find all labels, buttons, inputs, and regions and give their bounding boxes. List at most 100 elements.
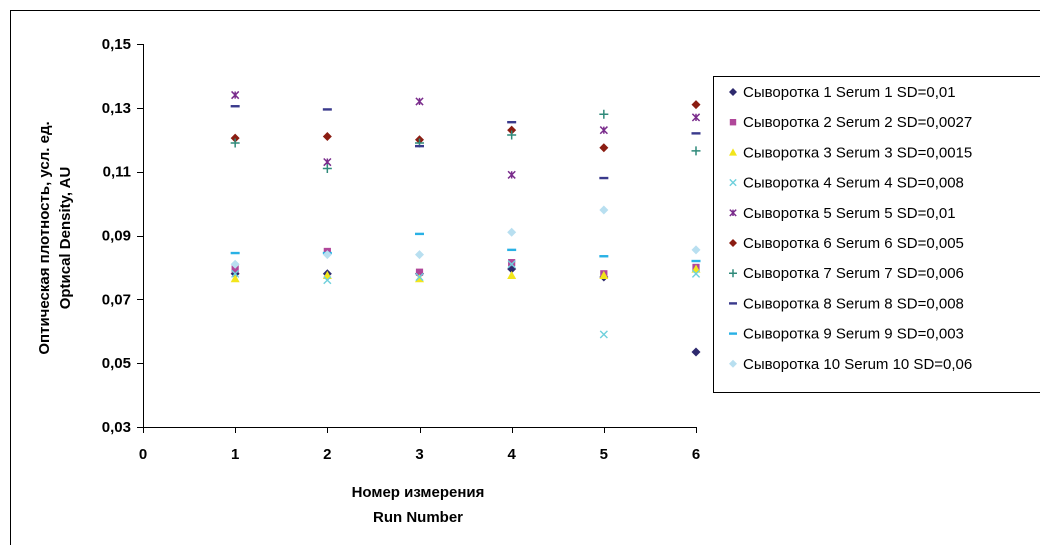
legend-label: Сыворотка 6 Serum 6 SD=0,005 xyxy=(743,235,964,252)
data-point xyxy=(507,260,516,269)
legend-item-1: Сыворотка 1 Serum 1 SD=0,01 xyxy=(729,84,956,101)
legend-marker xyxy=(729,269,737,278)
data-point xyxy=(691,259,701,263)
data-point xyxy=(691,146,701,156)
data-point xyxy=(322,163,332,173)
data-point xyxy=(415,272,424,282)
data-point xyxy=(322,132,332,142)
data-point xyxy=(322,108,332,111)
legend-marker xyxy=(729,88,737,96)
legend-label: Сыворотка 9 Serum 9 SD=0,003 xyxy=(743,326,964,343)
legend-label: Сыворотка 7 Serum 7 SD=0,006 xyxy=(743,265,964,282)
data-point xyxy=(231,90,240,100)
x-axis-title-line-1: Номер измерения xyxy=(352,484,485,501)
data-point xyxy=(691,132,701,135)
data-point xyxy=(323,276,332,285)
x-tick-labels: 0 1 2 3 4 5 6 xyxy=(139,446,700,463)
data-point xyxy=(508,259,516,267)
data-point xyxy=(599,176,609,180)
legend-marker xyxy=(729,302,737,305)
data-point xyxy=(599,270,609,279)
data-point xyxy=(231,265,239,273)
data-point xyxy=(230,251,240,255)
x-tick-label: 0 xyxy=(139,446,147,463)
y-tick-label: 0,05 xyxy=(102,355,131,372)
data-point xyxy=(415,97,424,106)
data-point xyxy=(230,105,240,108)
legend-item-2: Сыворотка 2 Serum 2 SD=0,0027 xyxy=(729,114,972,131)
data-point xyxy=(599,255,609,258)
data-point xyxy=(507,125,517,135)
legend-marker xyxy=(729,332,737,335)
data-point xyxy=(507,227,517,237)
data-point xyxy=(230,274,240,283)
x-tick-label: 5 xyxy=(600,446,608,463)
legend-item-6: Сыворотка 6 Serum 6 SD=0,005 xyxy=(729,235,964,252)
data-point xyxy=(322,250,332,260)
legend-item-3: Сыворотка 3 Serum 3 SD=0,0015 xyxy=(729,144,972,161)
data-point xyxy=(599,205,609,215)
x-tick-label: 2 xyxy=(323,446,331,463)
series-8-points xyxy=(230,105,701,180)
data-point xyxy=(231,269,240,278)
legend-marker xyxy=(729,148,737,156)
data-point xyxy=(599,126,608,135)
data-point xyxy=(507,248,517,252)
data-point xyxy=(507,170,516,179)
legend-label: Сыворотка 1 Serum 1 SD=0,01 xyxy=(743,84,956,101)
data-point xyxy=(230,259,240,269)
legend-box xyxy=(713,76,1040,393)
axis-ticks xyxy=(137,44,697,433)
data-point xyxy=(599,109,609,119)
legend-label: Сыворотка 3 Serum 3 SD=0,0015 xyxy=(743,144,972,161)
legend-marker xyxy=(729,239,737,247)
legend-label: Сыворотка 4 Serum 4 SD=0,008 xyxy=(743,175,964,192)
data-point xyxy=(230,133,240,143)
series-4-points xyxy=(231,260,701,339)
y-tick-label: 0,03 xyxy=(102,419,131,436)
data-point xyxy=(415,250,424,260)
x-tick-label: 1 xyxy=(231,446,239,463)
data-point xyxy=(599,143,609,153)
data-point xyxy=(415,232,424,236)
data-point xyxy=(415,144,424,148)
x-tick-label: 4 xyxy=(507,446,516,463)
data-point xyxy=(507,130,517,140)
x-tick-label: 3 xyxy=(415,446,423,463)
y-tick-label: 0,07 xyxy=(102,291,131,308)
data-points xyxy=(230,90,701,357)
y-tick-label: 0,11 xyxy=(103,164,131,181)
legend-item-4: Сыворотка 4 Serum 4 SD=0,008 xyxy=(729,175,964,192)
y-axis-title-line-1: Оптическая плотность, усл. ед. xyxy=(36,121,53,354)
legend: Сыворотка 1 Serum 1 SD=0,01 Сыворотка 2 S… xyxy=(729,84,972,373)
legend-label: Сыворотка 5 Serum 5 SD=0,01 xyxy=(743,205,956,222)
legend-item-8: Сыворотка 8 Serum 8 SD=0,008 xyxy=(729,295,964,312)
legend-marker xyxy=(729,209,737,217)
data-point xyxy=(691,245,701,255)
y-tick-label: 0,09 xyxy=(102,228,131,245)
y-tick-labels: 0,03 0,05 0,07 0,09 0,11 0,13 0,15 xyxy=(102,36,131,436)
legend-marker xyxy=(729,119,737,126)
data-point xyxy=(507,120,517,124)
data-point xyxy=(507,270,517,279)
data-point xyxy=(415,268,424,276)
y-tick-label: 0,13 xyxy=(102,100,131,117)
x-tick-label: 6 xyxy=(692,446,700,463)
data-point xyxy=(599,330,608,339)
data-point xyxy=(691,113,701,122)
legend-label: Сыворотка 8 Serum 8 SD=0,008 xyxy=(743,295,964,312)
legend-marker xyxy=(729,359,737,368)
data-point xyxy=(691,100,701,110)
legend-item-5: Сыворотка 5 Serum 5 SD=0,01 xyxy=(729,205,956,222)
data-point xyxy=(691,347,701,357)
series-5-points xyxy=(231,90,701,179)
legend-item-10: Сыворотка 10 Serum 10 SD=0,06 xyxy=(729,356,972,373)
legend-label: Сыворотка 2 Serum 2 SD=0,0027 xyxy=(743,114,972,131)
legend-item-9: Сыворотка 9 Serum 9 SD=0,003 xyxy=(729,326,964,343)
y-axis-title-line-2: Optиcal Density, AU xyxy=(57,167,74,310)
series-10-points xyxy=(230,205,701,269)
data-point xyxy=(691,269,701,278)
legend-label: Сыворотка 10 Serum 10 SD=0,06 xyxy=(743,356,972,373)
